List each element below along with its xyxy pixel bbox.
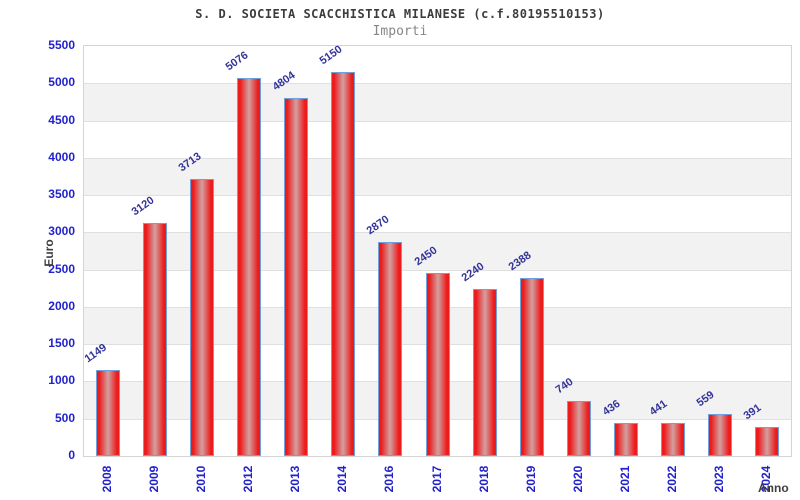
y-tick-label: 1000 — [48, 373, 75, 388]
x-tick-label: 2016 — [382, 465, 397, 493]
x-tick-label: 2018 — [476, 465, 491, 493]
bar-2008 — [96, 370, 120, 456]
plot-area: 1149 3120 3713 5076 4804 5150 2870 2450 2240 2388… — [83, 43, 792, 457]
gridline — [84, 195, 791, 197]
x-tick-label: 2020 — [570, 465, 585, 493]
x-tick-label: 2012 — [240, 465, 255, 493]
chart-title: S. D. SOCIETA SCACCHISTICA MILANESE (c.f… — [195, 7, 605, 21]
bar-2024 — [755, 427, 779, 456]
bar-2022 — [661, 423, 685, 456]
bar-2020 — [567, 401, 591, 456]
y-tick-label: 0 — [68, 448, 75, 462]
y-tick-label: 500 — [54, 410, 75, 425]
bar-2012 — [237, 78, 261, 456]
x-tick-label: 2017 — [429, 465, 444, 493]
plot-band — [84, 46, 791, 84]
x-tick-label: 2023 — [712, 465, 727, 493]
bar-2023 — [708, 414, 732, 456]
bar-2021 — [614, 423, 638, 456]
x-tick-label: 2013 — [288, 465, 303, 493]
y-tick-label: 1500 — [48, 336, 75, 351]
bar-2013 — [284, 98, 308, 456]
x-axis-title: Anno — [758, 481, 789, 495]
gridline — [84, 120, 791, 122]
y-tick-label: 2500 — [48, 261, 75, 276]
bar-2018 — [473, 289, 497, 456]
x-tick-label: 2022 — [665, 465, 680, 493]
y-tick-label: 3000 — [48, 224, 75, 239]
x-tick-label: 2014 — [335, 465, 350, 493]
y-tick-label: 3500 — [48, 187, 75, 202]
bar-2010 — [190, 179, 214, 456]
bar-2014 — [331, 72, 355, 456]
y-tick-label: 2000 — [48, 298, 75, 313]
x-tick-label: 2009 — [146, 465, 161, 493]
gridline — [84, 83, 791, 85]
gridline — [84, 157, 791, 159]
y-tick-label: 5000 — [48, 75, 75, 90]
y-tick-label: 4000 — [48, 149, 75, 164]
bar-2016 — [378, 242, 402, 456]
y-tick-label: 5500 — [48, 38, 75, 52]
bar-2017 — [426, 273, 450, 456]
y-axis-title: Euro — [42, 239, 56, 267]
bar-2019 — [520, 278, 544, 456]
gridline — [84, 232, 791, 234]
gridline — [84, 269, 791, 271]
y-tick-label: 4500 — [48, 112, 75, 127]
bar-2009 — [143, 223, 167, 456]
x-tick-label: 2019 — [523, 465, 538, 493]
x-tick-label: 2010 — [193, 465, 208, 493]
x-tick-label: 2008 — [99, 465, 114, 493]
plot-band — [84, 120, 791, 158]
x-tick-label: 2021 — [618, 465, 633, 493]
chart-subtitle: Importi — [372, 24, 428, 39]
plot-band — [84, 83, 791, 121]
